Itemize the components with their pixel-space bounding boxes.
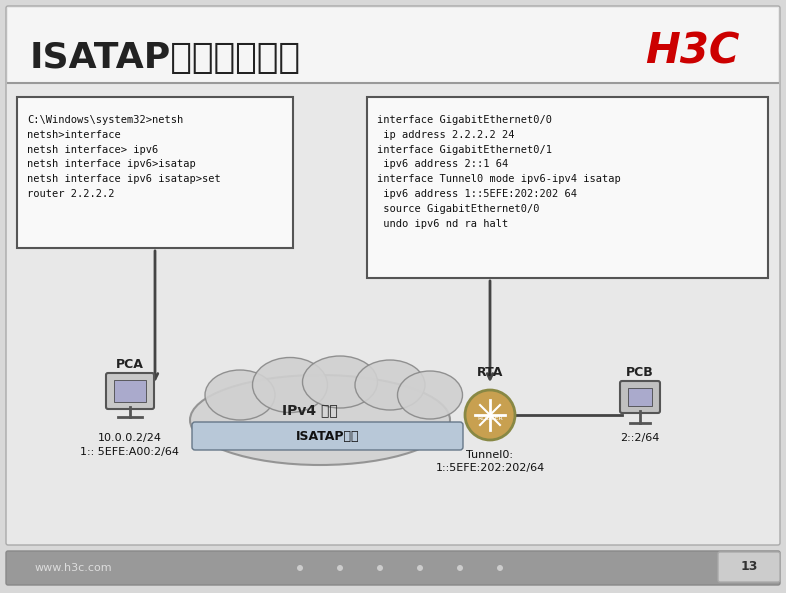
FancyBboxPatch shape [6,551,780,585]
Text: Tunnel0:: Tunnel0: [467,450,513,460]
Text: interface GigabitEthernet0/0
 ip address 2.2.2.2 24
interface GigabitEthernet0/1: interface GigabitEthernet0/0 ip address … [377,115,621,228]
Text: 13: 13 [743,562,760,575]
Text: ISATAP隧道: ISATAP隧道 [296,429,360,442]
Ellipse shape [205,370,275,420]
Ellipse shape [355,360,425,410]
Text: RTA: RTA [477,366,503,380]
Text: PCB: PCB [626,365,654,378]
Text: 13: 13 [740,560,758,573]
Circle shape [497,565,503,571]
Circle shape [297,565,303,571]
Circle shape [457,565,463,571]
Text: ISATAP隧道配置示例: ISATAP隧道配置示例 [30,41,301,75]
Circle shape [417,565,423,571]
Text: H3C: H3C [645,31,740,73]
FancyBboxPatch shape [628,388,652,406]
Text: 10.0.0.2/24: 10.0.0.2/24 [98,433,162,443]
FancyBboxPatch shape [718,552,780,582]
Text: PCA: PCA [116,359,144,371]
Text: IPv4 网络: IPv4 网络 [282,403,338,417]
FancyBboxPatch shape [106,373,154,409]
Ellipse shape [398,371,462,419]
FancyBboxPatch shape [114,380,146,402]
Text: 1::5EFE:202:202/64: 1::5EFE:202:202/64 [435,463,545,473]
Text: ROUTER: ROUTER [477,416,503,420]
Circle shape [377,565,383,571]
FancyBboxPatch shape [367,97,768,278]
FancyBboxPatch shape [17,97,293,248]
FancyBboxPatch shape [620,381,660,413]
FancyBboxPatch shape [8,8,778,83]
Text: C:\Windows\system32>netsh
netsh>interface
netsh interface> ipv6
netsh interface : C:\Windows\system32>netsh netsh>interfac… [27,115,221,199]
Ellipse shape [303,356,377,408]
Circle shape [465,390,515,440]
Text: 2::2/64: 2::2/64 [620,433,659,443]
Text: www.h3c.com: www.h3c.com [35,563,112,573]
Circle shape [337,565,343,571]
Ellipse shape [252,358,328,413]
FancyBboxPatch shape [6,6,780,545]
Text: 1:: 5EFE:A00:2/64: 1:: 5EFE:A00:2/64 [80,447,179,457]
Ellipse shape [190,375,450,465]
FancyBboxPatch shape [192,422,463,450]
